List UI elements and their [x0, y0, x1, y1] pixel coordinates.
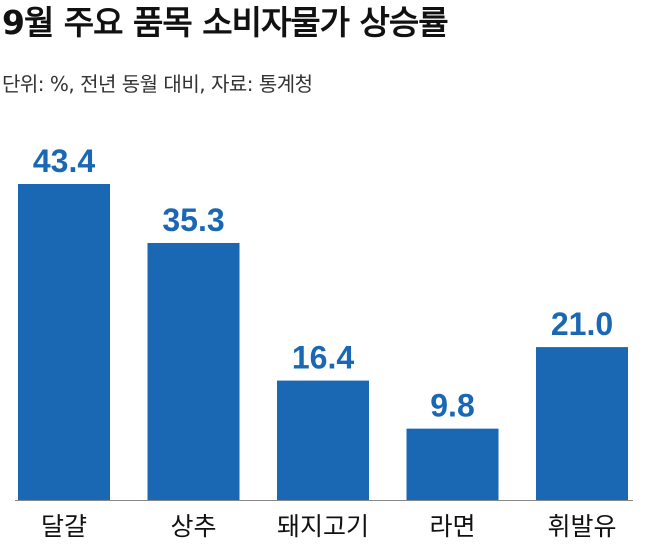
value-label-0: 43.4	[33, 143, 95, 179]
bar-0	[18, 184, 110, 500]
category-label-0: 달걀	[41, 512, 87, 541]
category-label-1: 상추	[170, 512, 216, 541]
value-label-1: 35.3	[162, 202, 224, 238]
category-label-3: 라면	[429, 512, 475, 541]
value-label-2: 16.4	[292, 340, 354, 376]
category-label-4: 휘발유	[547, 512, 616, 541]
value-label-4: 21.0	[551, 306, 613, 342]
bar-4	[536, 347, 628, 500]
value-label-3: 9.8	[430, 388, 474, 424]
chart-subtitle: 단위: %, 전년 동월 대비, 자료: 통계청	[2, 72, 313, 96]
category-label-2: 돼지고기	[277, 512, 369, 541]
bar-2	[277, 380, 369, 500]
chart-title: 9월 주요 품목 소비자물가 상승률	[2, 3, 449, 42]
bar-3	[406, 428, 499, 500]
bar-1	[147, 242, 240, 500]
